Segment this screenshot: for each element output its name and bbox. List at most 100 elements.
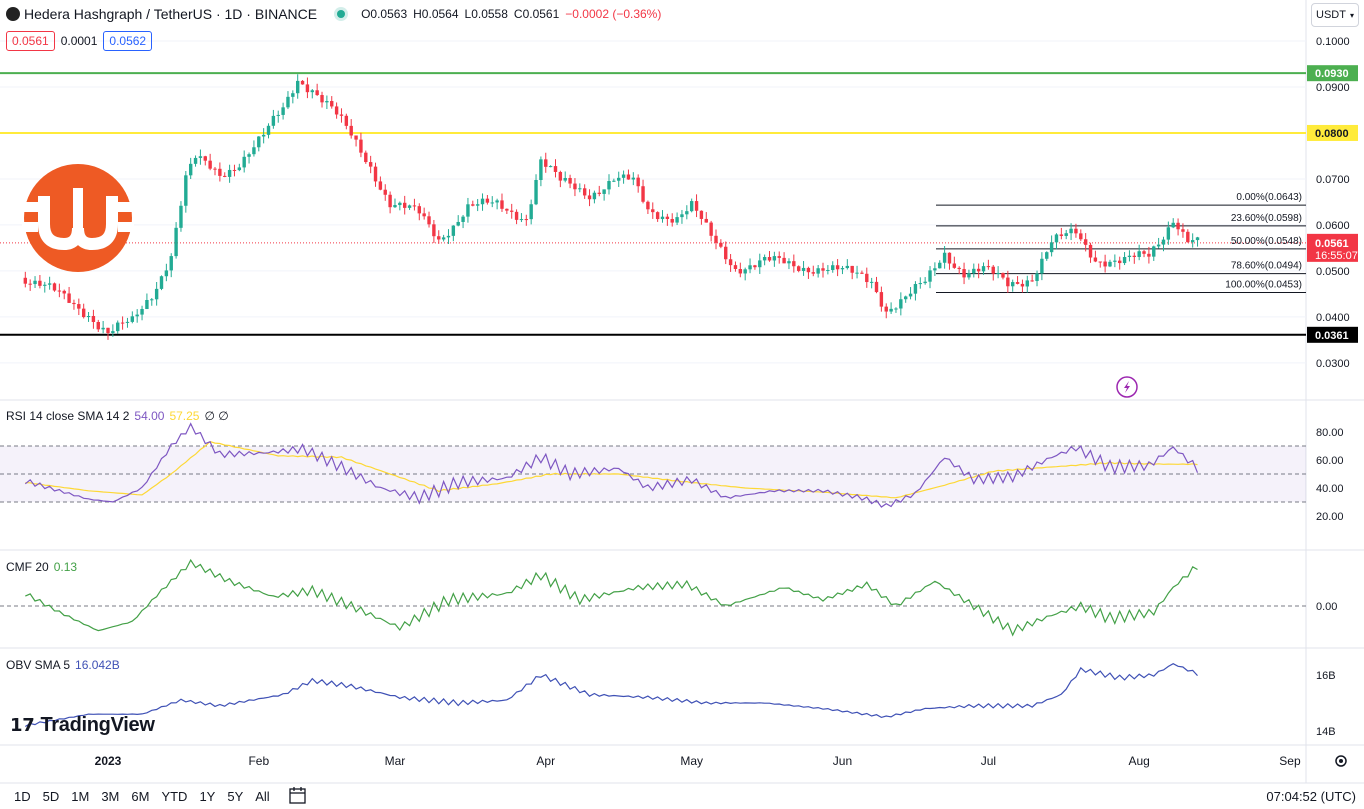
obv-label[interactable]: OBV SMA 5 [6, 658, 71, 672]
rsi-sma-line [25, 440, 1198, 499]
time-tick-label: Aug [1128, 754, 1149, 768]
candle-body [169, 256, 173, 271]
candle-body [1064, 233, 1068, 236]
time-tick-label: Mar [385, 754, 406, 768]
candle-body [500, 200, 504, 209]
candle-body [874, 281, 879, 293]
candle-body [889, 308, 893, 312]
candle-body [694, 201, 699, 211]
candle-body [184, 175, 188, 206]
timeframe-button[interactable]: 1M [71, 788, 90, 804]
high-value: H0.0564 [413, 7, 459, 21]
candle-body [86, 315, 91, 318]
rsi-label[interactable]: RSI 14 close SMA 14 2 [6, 409, 130, 423]
timeframe-button[interactable]: 6M [131, 788, 150, 804]
candle-body [1025, 280, 1029, 287]
cmf-value: 0.13 [53, 560, 78, 574]
candle-body [1166, 227, 1171, 240]
rsi-tick-label: 60.00 [1316, 455, 1344, 467]
cmf-label[interactable]: CMF 20 [6, 560, 49, 574]
candle-body [300, 80, 305, 85]
fibonacci-retracement[interactable]: 0.00%(0.0643) 23.60%(0.0598) 50.00%(0.0548… [936, 192, 1306, 294]
candle-body [758, 260, 762, 268]
obv-line [24, 663, 1198, 728]
candle-body [602, 189, 606, 194]
horizontal-level-label: 0.0361 [1315, 330, 1349, 342]
timeframe-button[interactable]: 5D [42, 788, 60, 804]
candle-body [991, 266, 995, 274]
candle-body [120, 322, 125, 324]
timeframe-list: 1D 5D 1M 3M 6M YTD 1Y 5Y All [8, 789, 276, 804]
candle-body [923, 281, 927, 284]
obv-tick-label: 14B [1316, 726, 1336, 738]
utc-clock[interactable]: 07:04:52 (UTC) [1266, 788, 1356, 804]
price-tick-label: 0.0300 [1316, 358, 1350, 370]
candle-body [223, 175, 227, 177]
candle-body [57, 290, 62, 292]
lightning-icon[interactable] [1116, 376, 1138, 398]
candle-body [281, 107, 285, 115]
candle-body [641, 186, 645, 202]
timeframe-button[interactable]: 1D [14, 788, 31, 804]
candle-body [938, 262, 942, 269]
buy-price-button[interactable]: 0.0562 [103, 31, 153, 51]
horizontal-level-label: 0.0930 [1315, 68, 1349, 80]
fib-level-label: 78.60%(0.0494) [1231, 261, 1302, 272]
candle-body [446, 235, 451, 238]
candle-body [1083, 239, 1088, 245]
candle-body [291, 93, 295, 97]
calendar-icon[interactable] [289, 787, 306, 804]
candle-body [753, 265, 757, 268]
time-axis[interactable]: 2023 Feb Mar Apr May Jun Jul Aug Sep [95, 754, 1301, 768]
candle-body [23, 277, 28, 284]
tradingview-logo[interactable]: 𝟭𝟳 TradingView [10, 714, 155, 737]
candle-body [398, 202, 402, 206]
currency-selector[interactable]: USDT ▾ [1311, 3, 1359, 27]
price-tick-label: 0.1000 [1316, 36, 1350, 48]
candle-body [1118, 260, 1122, 264]
price-axis[interactable]: 0.1000 0.0900 0.0700 0.0600 0.0500 0.0400 0.03… [1307, 36, 1358, 738]
time-tick-label: 2023 [95, 754, 122, 768]
timeframe-button[interactable]: 1Y [199, 788, 216, 804]
candle-body [578, 188, 582, 190]
fib-level-label: 0.00%(0.0643) [1236, 192, 1302, 203]
sell-price-button[interactable]: 0.0561 [6, 31, 55, 51]
candle-body [660, 216, 665, 220]
obv-legend: OBV SMA 5 16.042B [6, 658, 120, 672]
candle-body [986, 266, 991, 268]
horizontal-level-badge [1307, 65, 1358, 82]
candle-body [699, 210, 704, 219]
candle-body [96, 321, 100, 330]
candle-body [908, 293, 913, 297]
symbol-title[interactable]: Hedera Hashgraph / TetherUS · 1D · BINAN… [24, 6, 318, 22]
time-tick-label: Jul [981, 754, 996, 768]
candle-body [373, 166, 378, 182]
symbol-info[interactable]: Hedera Hashgraph / TetherUS · 1D · BINAN… [6, 6, 317, 22]
candle-body [840, 268, 845, 270]
fib-level-label: 23.60%(0.0598) [1231, 213, 1302, 224]
candle-body [762, 257, 767, 261]
candle-body [1152, 246, 1156, 257]
candle-body [728, 259, 733, 266]
candle-body [743, 269, 747, 274]
candle-body [471, 204, 475, 206]
candle-body [1088, 244, 1093, 258]
candle-body [77, 304, 81, 309]
candle-body [592, 192, 597, 200]
timeframe-button[interactable]: 5Y [227, 788, 244, 804]
candle-body [140, 308, 144, 315]
candle-body [334, 106, 339, 115]
gear-icon[interactable] [1335, 755, 1347, 767]
timeframe-button[interactable]: 3M [101, 788, 120, 804]
candle-body [1195, 237, 1200, 241]
candle-body [154, 288, 159, 300]
candle-body [33, 280, 37, 285]
candle-body [490, 202, 494, 204]
candle-body [208, 160, 212, 169]
candle-body [378, 181, 383, 190]
timeframe-button[interactable]: YTD [161, 788, 188, 804]
timeframe-button[interactable]: All [255, 788, 270, 804]
candle-body [393, 205, 397, 208]
chevron-down-icon: ▾ [1349, 10, 1354, 20]
